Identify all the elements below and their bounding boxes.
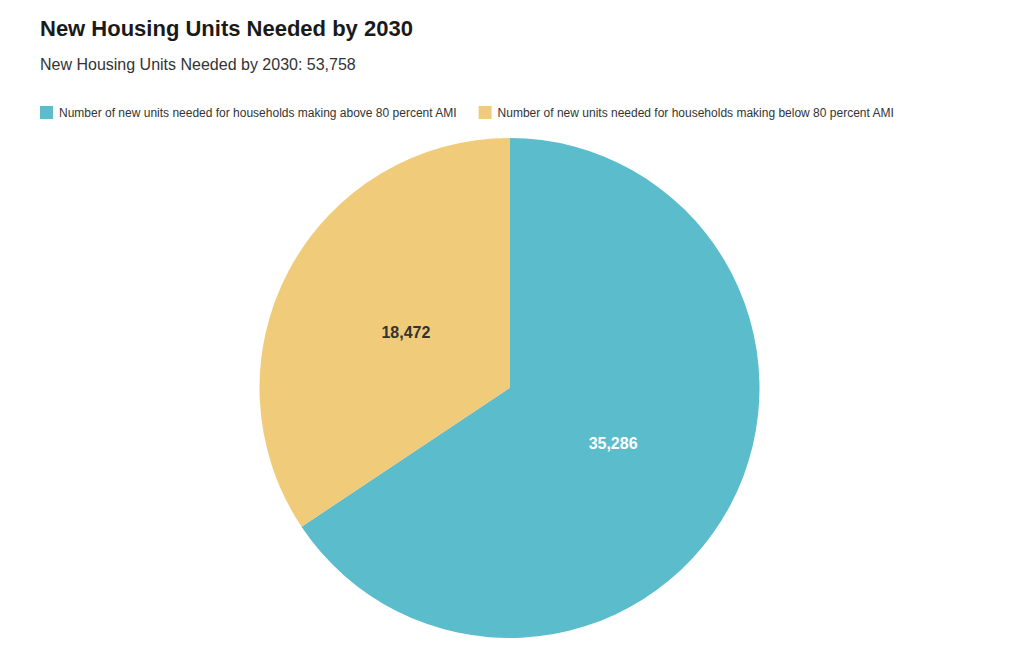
legend-label: Number of new units needed for household… bbox=[59, 106, 457, 120]
slice bbox=[259, 138, 509, 527]
legend-item: Number of new units needed for household… bbox=[40, 106, 457, 120]
title: New Housing Units Needed by 2030 bbox=[40, 16, 413, 41]
legend-item: Number of new units needed for household… bbox=[479, 106, 894, 120]
subtitle: New Housing Units Needed by 2030: 53,758 bbox=[40, 56, 356, 73]
data-labels: 35,286 18,472 bbox=[381, 324, 637, 452]
pie bbox=[259, 138, 759, 638]
legend-label: Number of new units needed for household… bbox=[498, 106, 894, 120]
data-label: 35,286 bbox=[589, 435, 638, 452]
legend-swatch bbox=[40, 106, 53, 119]
data-label: 18,472 bbox=[381, 324, 430, 341]
legend-swatch bbox=[479, 106, 492, 119]
chart: New Housing Units Needed by 2030 New Hous… bbox=[0, 0, 1019, 650]
legend: Number of new units needed for household… bbox=[40, 106, 894, 120]
